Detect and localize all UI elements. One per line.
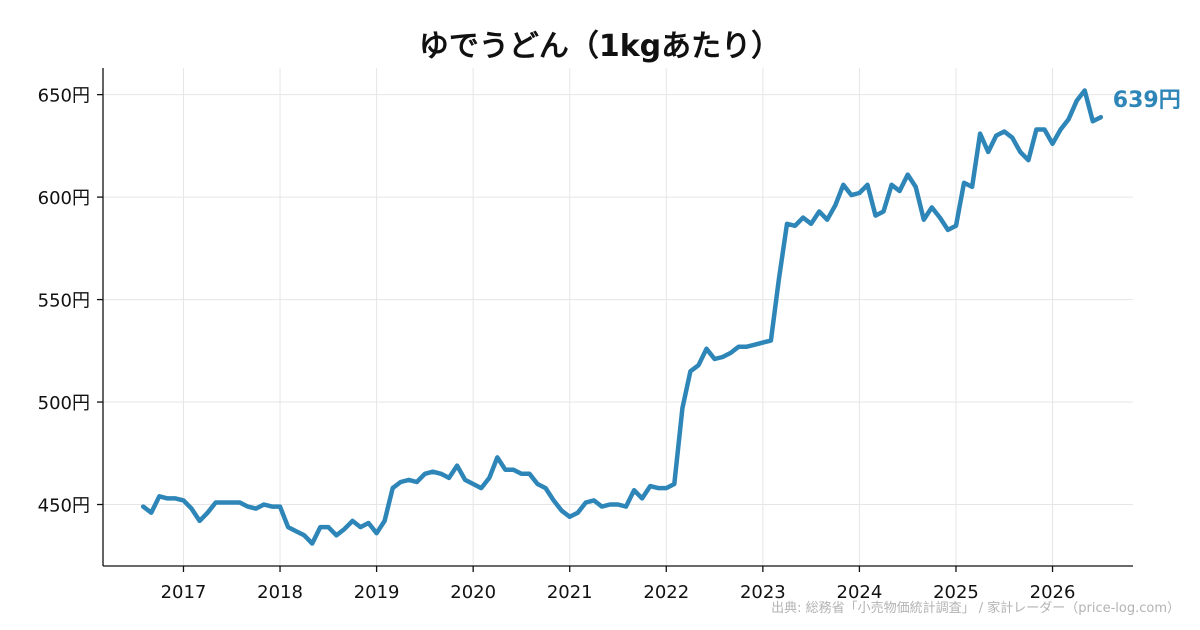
x-tick-label: 2020 [450,582,496,603]
x-axis-ticks: 2017 2018 2019 2020 2021 2022 2023 2024 2025 2026 [161,566,1076,603]
x-tick-label: 2024 [837,582,883,603]
y-tick-label: 650円 [38,86,90,107]
x-tick-label: 2019 [354,582,400,603]
y-axis-ticks: 450円 500円 550円 600円 650円 [38,86,103,517]
source-note: 出典: 総務省「小売物価統計調査」 / 家計レーダー（price-log.com… [771,600,1180,616]
series-line [140,88,1104,546]
x-tick-label: 2023 [740,582,786,603]
y-tick-label: 500円 [38,393,90,414]
end-value-label: 639円 [1113,88,1181,113]
grid-lines [103,68,1133,566]
x-tick-label: 2025 [933,582,979,603]
x-tick-label: 2022 [643,582,689,603]
y-tick-label: 550円 [38,291,90,312]
y-tick-label: 450円 [38,496,90,517]
x-tick-label: 2026 [1030,582,1076,603]
x-tick-label: 2017 [161,582,207,603]
x-tick-label: 2018 [257,582,303,603]
y-tick-label: 600円 [38,188,90,209]
chart-title: ゆでうどん（1kgあたり） [419,29,781,64]
x-tick-label: 2021 [547,582,593,603]
